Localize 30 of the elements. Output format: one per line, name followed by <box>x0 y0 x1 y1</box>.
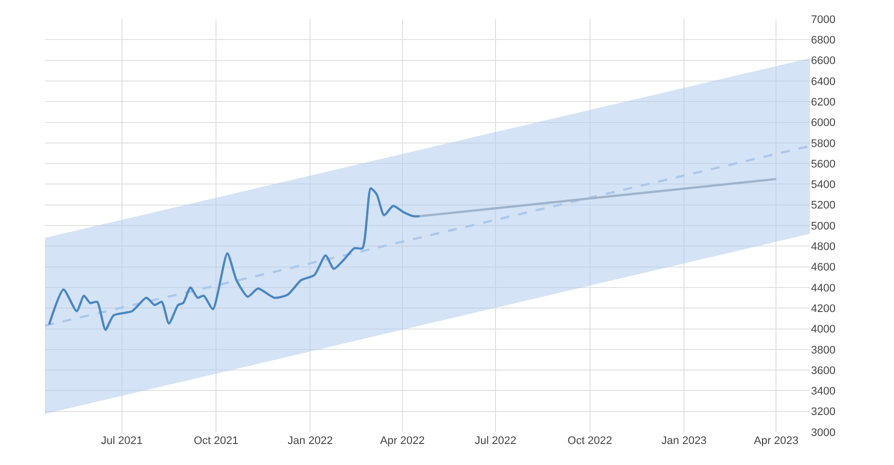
y-tick-label: 6400 <box>811 76 836 88</box>
y-tick-label: 7000 <box>811 14 836 26</box>
x-tick-label: Apr 2022 <box>380 435 425 447</box>
y-tick-label: 6200 <box>811 96 836 108</box>
y-tick-label: 5800 <box>811 138 836 150</box>
y-tick-label: 5400 <box>811 179 836 192</box>
y-tick-label: 6800 <box>811 34 836 46</box>
y-tick-label: 3000 <box>811 426 836 439</box>
x-tick-label: Jan 2022 <box>288 435 333 447</box>
x-tick-label: Oct 2021 <box>194 435 238 447</box>
y-tick-label: 6600 <box>811 55 836 68</box>
x-tick-label: Apr 2023 <box>754 435 799 447</box>
y-tick-label: 5600 <box>811 158 836 170</box>
y-tick-label: 4600 <box>811 262 836 274</box>
y-tick-label: 3400 <box>811 386 836 398</box>
y-tick-label: 4000 <box>811 324 836 336</box>
y-tick-label: 4200 <box>811 302 836 315</box>
y-tick-label: 6000 <box>811 117 836 130</box>
x-tick-label: Oct 2022 <box>568 435 612 447</box>
y-tick-label: 5000 <box>811 220 836 232</box>
y-tick-label: 4800 <box>811 241 836 253</box>
y-tick-label: 3200 <box>811 406 836 418</box>
line-series <box>48 187 421 331</box>
y-tick-label: 3800 <box>811 344 836 356</box>
y-tick-label: 3600 <box>811 364 836 377</box>
y-tick-label: 4400 <box>811 282 836 294</box>
x-tick-label: Jan 2023 <box>661 435 707 447</box>
y-tick-label: 5200 <box>811 200 836 212</box>
x-tick-label: Jul 2021 <box>101 435 143 447</box>
x-tick-label: Jul 2022 <box>474 435 516 447</box>
